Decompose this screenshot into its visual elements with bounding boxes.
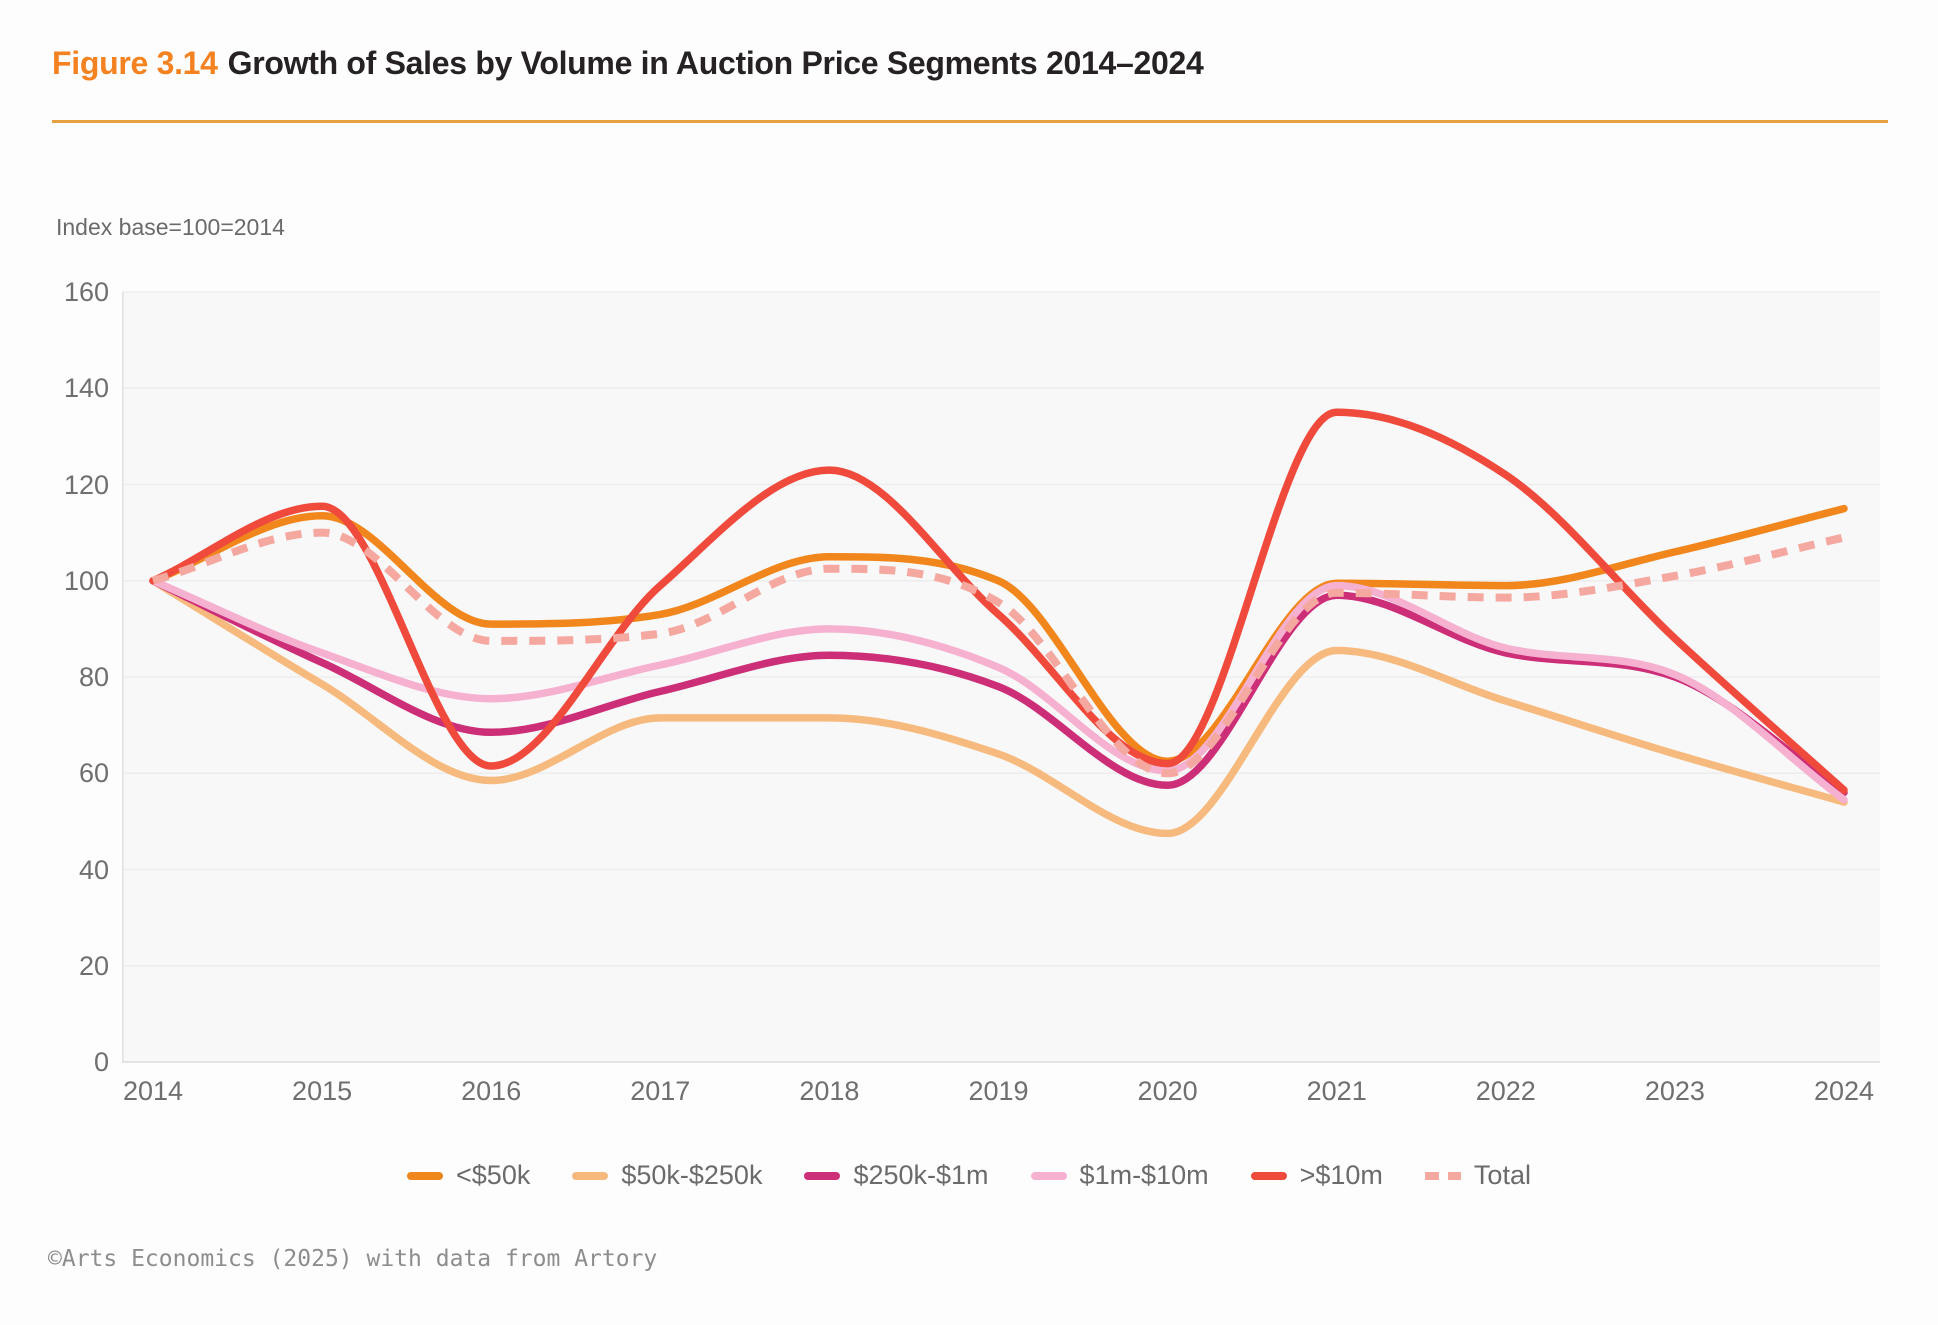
legend-swatch-total — [1424, 1171, 1461, 1180]
chart-legend: <$50k $50k-$250k $250k-$1m $1m-$10m >$10m Tot… — [0, 1160, 1938, 1191]
x-tick-label-2024: 2024 — [1813, 1076, 1875, 1106]
x-tick-label-2023: 2023 — [1644, 1076, 1705, 1106]
y-tick-label-160: 160 — [63, 277, 109, 307]
x-tick-label-2017: 2017 — [630, 1076, 691, 1106]
legend-item-250k-1m: $250k-$1m — [804, 1160, 989, 1191]
legend-swatch-10m — [1250, 1171, 1287, 1180]
legend-label-250k-1m: $250k-$1m — [853, 1160, 989, 1190]
x-tick-label-2019: 2019 — [968, 1076, 1029, 1106]
x-tick-label-2020: 2020 — [1137, 1076, 1198, 1106]
series-line-total — [151, 528, 1845, 778]
title-divider-rule — [52, 120, 1888, 123]
y-tick-label-100: 100 — [63, 565, 109, 596]
y-tick-label-40: 40 — [78, 854, 109, 885]
legend-swatch-1m-10m — [1030, 1171, 1067, 1180]
x-tick-label-2014: 2014 — [122, 1076, 184, 1106]
figure-title-text: Growth of Sales by Volume in Auction Pri… — [227, 45, 1204, 82]
legend-item-total: Total — [1424, 1160, 1531, 1191]
series-line-50k-250k — [149, 577, 1848, 838]
x-tick-label-2015: 2015 — [292, 1076, 353, 1106]
legend-swatch-50k — [407, 1171, 444, 1180]
legend-item-1m-10m: $1m-$10m — [1030, 1160, 1209, 1191]
x-tick-label-2022: 2022 — [1475, 1076, 1536, 1106]
legend-item-10m: >$10m — [1250, 1160, 1383, 1191]
series-line-10m — [149, 408, 1848, 794]
figure-number-label: Figure 3.14 — [52, 45, 218, 82]
legend-item-50k-250k: $50k-$250k — [572, 1160, 762, 1191]
legend-label-total: Total — [1473, 1160, 1531, 1190]
index-base-subtitle: Index base=100=2014 — [56, 214, 285, 240]
y-tick-label-120: 120 — [63, 469, 109, 500]
x-tick-label-2018: 2018 — [799, 1076, 860, 1106]
page-title: Figure 3.14 Growth of Sales by Volume in … — [52, 45, 1204, 82]
legend-swatch-50k-250k — [572, 1171, 609, 1180]
y-tick-label-80: 80 — [78, 662, 109, 692]
y-tick-label-60: 60 — [78, 758, 109, 789]
legend-swatch-250k-1m — [804, 1171, 841, 1180]
y-tick-label-0: 0 — [93, 1047, 109, 1077]
x-tick-label-2021: 2021 — [1306, 1076, 1367, 1106]
legend-item-50k: <$50k — [407, 1160, 530, 1191]
x-tick-label-2016: 2016 — [461, 1076, 522, 1106]
series-line-50k — [149, 504, 1848, 765]
legend-label-10m: >$10m — [1299, 1160, 1383, 1190]
source-attribution: ©Arts Economics (2025) with data from Ar… — [48, 1246, 658, 1272]
legend-label-1m-10m: $1m-$10m — [1079, 1160, 1209, 1190]
y-tick-label-140: 140 — [63, 373, 109, 404]
legend-label-50k-250k: $50k-$250k — [621, 1160, 763, 1190]
series-line-1m-10m — [149, 577, 1848, 804]
y-tick-label-20: 20 — [78, 950, 109, 981]
legend-label-50k: <$50k — [456, 1160, 531, 1190]
